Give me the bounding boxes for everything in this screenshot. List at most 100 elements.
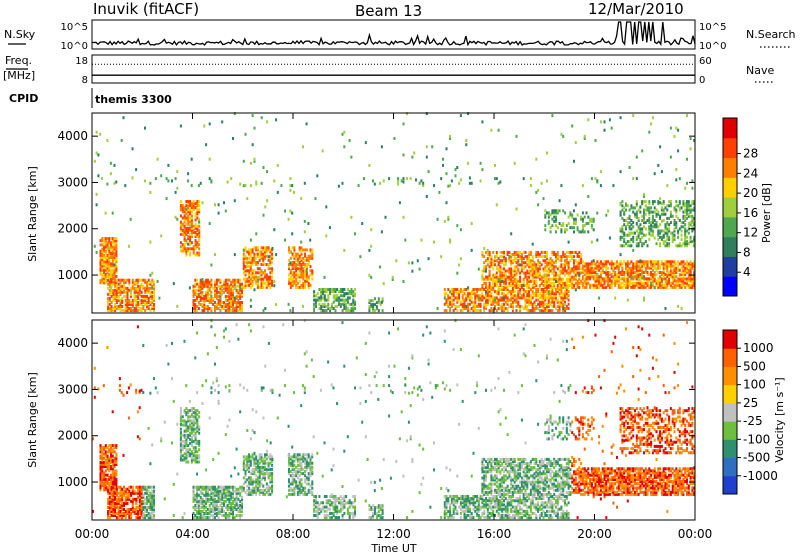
scatter-cell [607, 281, 610, 285]
scatter-cell [110, 467, 113, 471]
scatter-cell [256, 246, 259, 250]
scatter-cell [269, 277, 272, 281]
scatter-cell [110, 477, 113, 481]
scatter-cell [291, 271, 294, 275]
scatter-cell [506, 302, 509, 306]
scatter-cell [443, 292, 446, 296]
scatter-cell [187, 226, 190, 230]
scatter-cell [117, 491, 120, 495]
scatter-cell [425, 145, 428, 149]
scatter-cell [538, 285, 541, 289]
scatter-cell [348, 309, 351, 313]
scatter-cell [485, 300, 487, 304]
scatter-cell [499, 277, 502, 281]
scatter-cell [197, 516, 200, 520]
scatter-cell [653, 277, 656, 281]
scatter-cell [571, 213, 574, 217]
scatter-cell [553, 253, 556, 256]
scatter-cell [190, 206, 193, 210]
scatter-cell [377, 299, 380, 303]
scatter-cell [677, 128, 680, 132]
scatter-cell [304, 285, 307, 289]
scatter-cell [192, 292, 195, 296]
scatter-cell [242, 252, 245, 256]
freq-frame [91, 54, 696, 84]
scatter-cell [564, 265, 566, 269]
scatter-cell [659, 235, 662, 239]
scatter-cell [293, 273, 296, 277]
scatter-cell [181, 232, 184, 236]
scatter-cell [639, 240, 642, 244]
scatter-cell [108, 296, 111, 300]
scatter-cell [436, 217, 439, 221]
scatter-cell [133, 497, 136, 501]
scatter-cell [564, 255, 566, 259]
scatter-cell [573, 222, 575, 225]
scatter-cell [463, 302, 466, 306]
scatter-cell [271, 252, 274, 256]
scatter-cell [110, 243, 113, 247]
scatter-cell [546, 285, 548, 289]
nsky-label: N.Sky [4, 28, 36, 41]
scatter-cell [447, 302, 450, 306]
scatter-cell [151, 298, 154, 302]
scatter-cell [529, 253, 532, 256]
scatter-cell [197, 282, 200, 286]
scatter-cell [682, 268, 685, 272]
nsky-tick-bottom: 10^0 [61, 41, 88, 52]
scatter-cell [199, 298, 202, 302]
scatter-cell [644, 262, 647, 266]
scatter-cell [284, 238, 286, 242]
nsearch-tick-bottom: 10^0 [699, 41, 726, 52]
scatter-cell [614, 266, 617, 270]
scatter-cell [107, 485, 110, 489]
scatter-cell [499, 298, 502, 302]
scatter-cell [266, 170, 269, 174]
scatter-cell [546, 151, 548, 155]
scatter-cell [648, 285, 651, 289]
scatter-cell [492, 250, 495, 254]
scatter-cell [497, 257, 500, 261]
scatter-cell [486, 302, 489, 306]
scatter-cell [99, 475, 102, 479]
scatter-cell [142, 278, 145, 282]
scatter-cell [221, 305, 224, 308]
scatter-cell [589, 273, 592, 277]
scatter-cell [666, 279, 669, 283]
scatter-cell [535, 157, 538, 161]
scatter-cell [189, 247, 192, 251]
scatter-cell [612, 277, 615, 281]
scatter-cell [137, 288, 140, 292]
power-colorbar-label: 28 [743, 147, 758, 161]
scatter-cell [327, 304, 330, 308]
scatter-cell [632, 210, 635, 214]
scatter-cell [648, 279, 651, 283]
scatter-cell [689, 223, 692, 227]
scatter-cell [135, 301, 138, 304]
scatter-cell [533, 275, 536, 279]
scatter-cell [657, 264, 660, 268]
scatter-cell [655, 223, 658, 227]
scatter-cell [187, 247, 190, 251]
scatter-cell [659, 264, 662, 268]
scatter-cell [108, 272, 111, 276]
scatter-cell [235, 301, 238, 304]
scatter-cell [687, 225, 690, 229]
scatter-cell [112, 294, 115, 298]
scatter-cell [241, 305, 243, 308]
scatter-cell [149, 290, 152, 294]
scatter-cell [251, 143, 254, 147]
scatter-cell [106, 275, 109, 278]
scatter-cell [564, 253, 566, 256]
scatter-cell [119, 298, 122, 302]
scatter-cell [508, 257, 511, 261]
scatter-cell [564, 302, 566, 306]
scatter-cell [625, 271, 627, 274]
scatter-cell [131, 305, 134, 308]
scatter-cell [237, 298, 240, 302]
scatter-cell [287, 217, 290, 221]
scatter-cell [504, 269, 507, 273]
scatter-cell [562, 302, 565, 306]
scatter-cell [544, 209, 547, 213]
scatter-cell [653, 225, 656, 229]
